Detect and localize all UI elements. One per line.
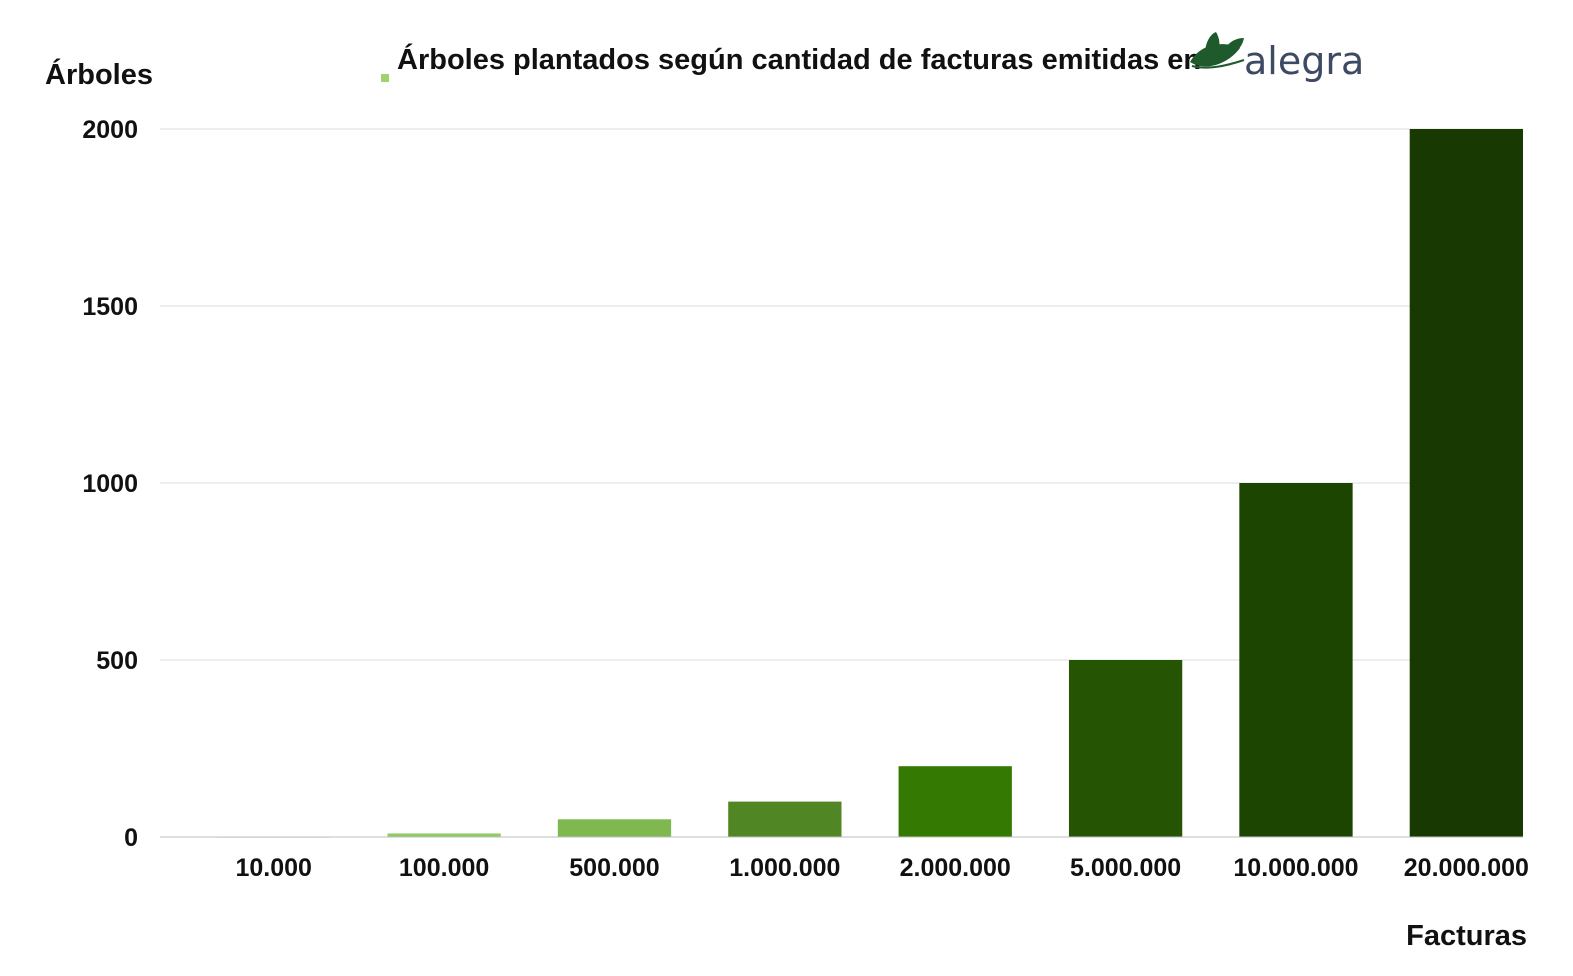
- chart-title: Árboles plantados según cantidad de fact…: [397, 42, 1201, 76]
- y-tick-label: 1500: [82, 293, 138, 321]
- bar: [1409, 129, 1523, 837]
- x-tick-label: 500.000: [569, 854, 659, 882]
- bar: [1239, 483, 1353, 837]
- y-axis-title: Árboles: [45, 57, 153, 91]
- alegra-logo: alegra: [1190, 32, 1364, 83]
- x-tick-label: 1.000.000: [729, 854, 840, 882]
- y-tick-label: 2000: [82, 116, 138, 144]
- x-tick-label: 10.000: [235, 854, 311, 882]
- y-axis-ticks: 0 500 1000 1500 2000: [82, 116, 138, 852]
- bar: [557, 819, 672, 837]
- x-tick-label: 10.000.000: [1233, 854, 1358, 882]
- legend-marker: [381, 74, 389, 82]
- bar: [1068, 660, 1183, 837]
- bars: [217, 129, 1523, 838]
- y-tick-label: 500: [96, 647, 138, 675]
- bar: [728, 801, 842, 837]
- leaf-icon: [1190, 32, 1245, 69]
- y-tick-label: 1000: [82, 470, 138, 498]
- x-tick-label: 20.000.000: [1404, 854, 1529, 882]
- x-axis-title: Facturas: [1406, 920, 1527, 952]
- logo-text: alegra: [1244, 39, 1364, 83]
- bar: [387, 833, 501, 837]
- x-tick-label: 2.000.000: [900, 854, 1011, 882]
- x-tick-label: 100.000: [399, 854, 489, 882]
- x-axis-ticks: 10.000 100.000 500.000 1.000.000 2.000.000 5.…: [235, 854, 1528, 882]
- x-tick-label: 5.000.000: [1070, 854, 1181, 882]
- y-tick-label: 0: [124, 824, 138, 852]
- bar: [898, 766, 1012, 837]
